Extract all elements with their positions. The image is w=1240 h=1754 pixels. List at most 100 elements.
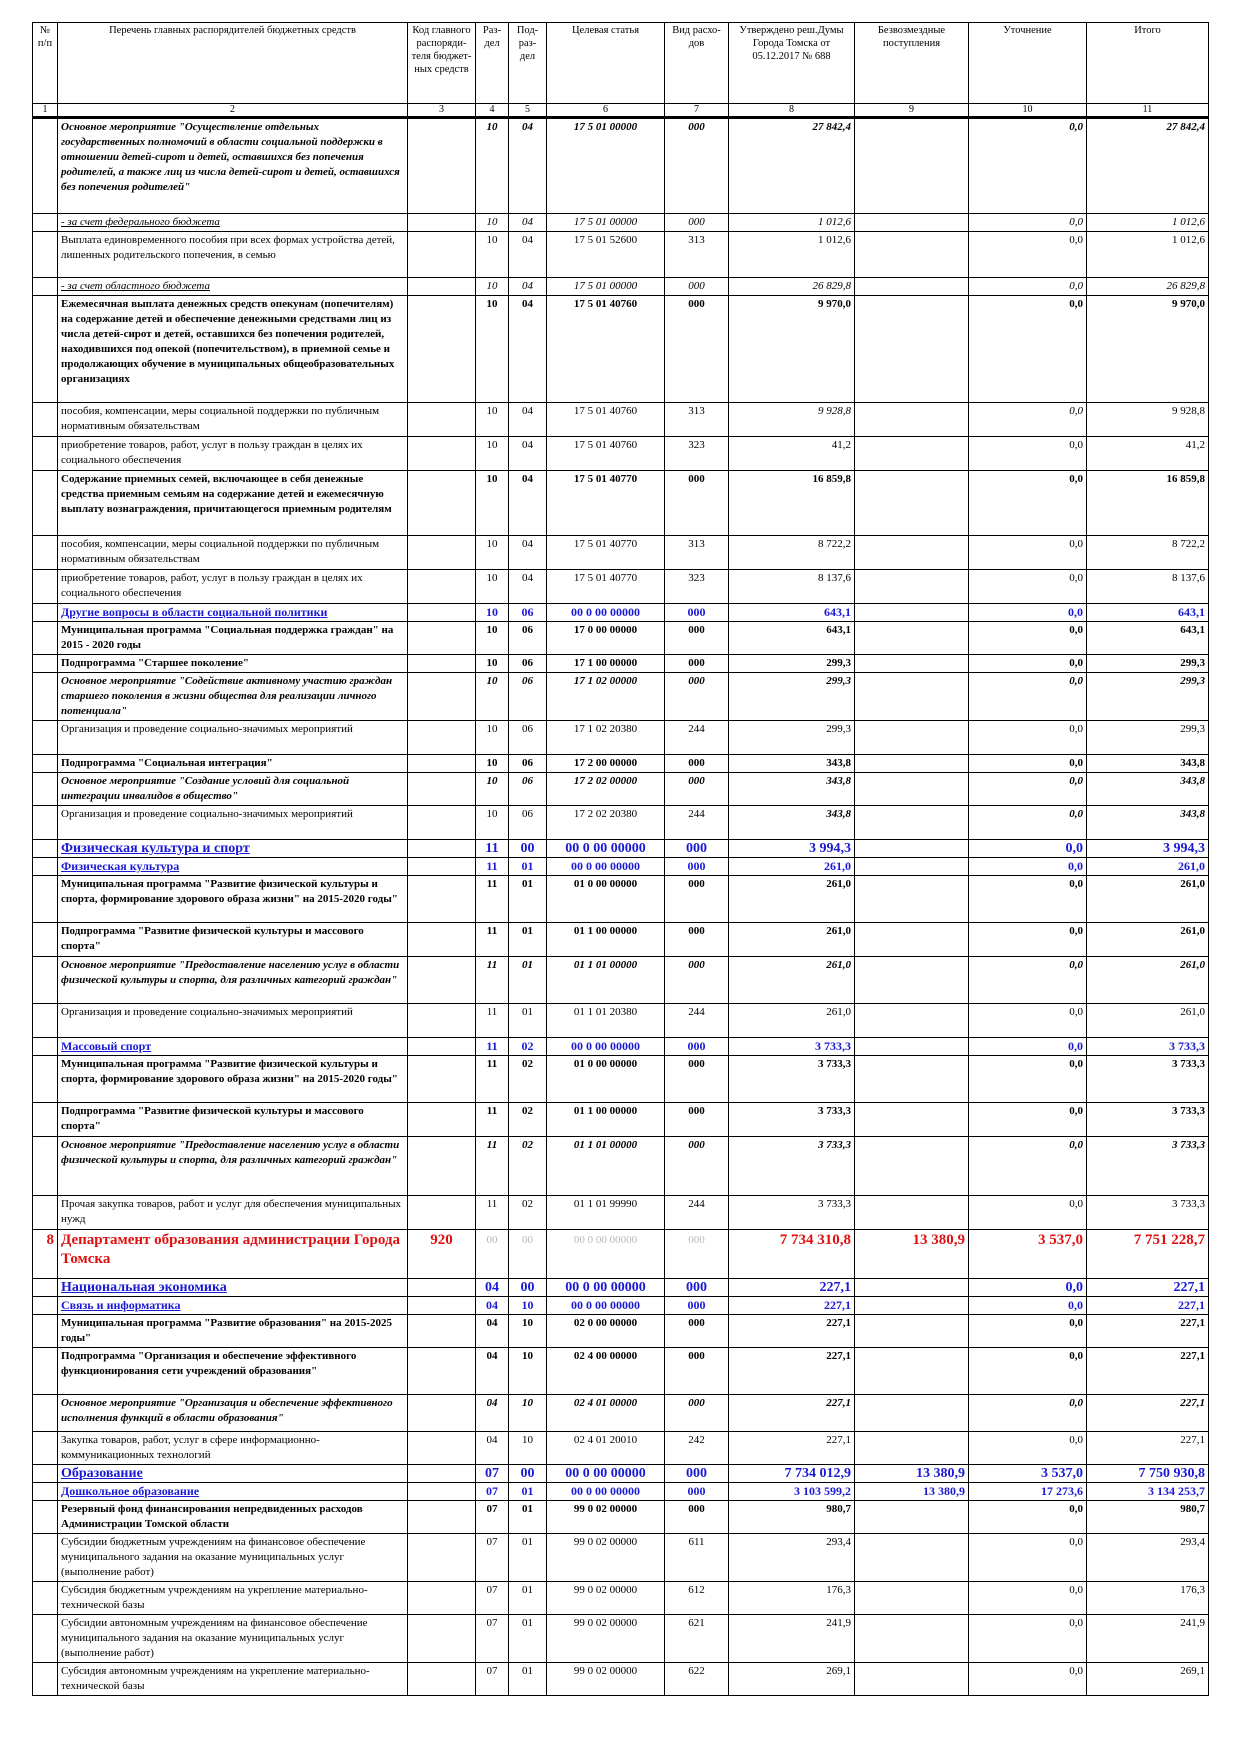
row-section-cell: 04: [475, 1296, 509, 1315]
row-expense-type-cell: 000: [664, 1037, 729, 1056]
row-gratis-cell: [854, 1055, 969, 1103]
row-section-cell: 04: [475, 1431, 509, 1465]
row-approved-cell: 299,3: [728, 672, 855, 721]
row-expense-type-cell: 000: [664, 1500, 729, 1534]
row-gratis-cell: [854, 535, 969, 570]
row-section-cell: 07: [475, 1614, 509, 1663]
row-number-cell: [32, 231, 58, 278]
row-name-cell: Организация и проведение социально-значи…: [57, 805, 408, 840]
row-name-cell: пособия, компенсации, меры социальной по…: [57, 535, 408, 570]
row-gratis-cell: [854, 277, 969, 296]
row-approved-cell: 343,8: [728, 805, 855, 840]
row-number-cell: [32, 117, 58, 214]
row-target-cell: 02 0 00 00000: [546, 1314, 665, 1348]
row-target-cell: 99 0 02 00000: [546, 1662, 665, 1696]
table-row: Субсидии бюджетным учреждениям на финанс…: [32, 1533, 1209, 1582]
row-gratis-cell: [854, 1314, 969, 1348]
row-section-cell: 07: [475, 1533, 509, 1582]
row-adjustment-cell: 0,0: [968, 277, 1087, 296]
row-adjustment-cell: 0,0: [968, 436, 1087, 471]
row-code-cell: [407, 922, 476, 957]
row-subsection-cell: 04: [508, 535, 547, 570]
row-code-cell: [407, 1102, 476, 1137]
row-gratis-cell: [854, 672, 969, 721]
row-gratis-cell: [854, 1003, 969, 1038]
row-name-cell: приобретение товаров, работ, услуг в пол…: [57, 569, 408, 604]
row-code-cell: [407, 754, 476, 773]
row-target-cell: 99 0 02 00000: [546, 1614, 665, 1663]
row-code-cell: [407, 231, 476, 278]
row-gratis-cell: [854, 956, 969, 1004]
row-expense-type-cell: 000: [664, 672, 729, 721]
row-adjustment-cell: 0,0: [968, 720, 1087, 755]
row-expense-type-cell: 244: [664, 1003, 729, 1038]
row-approved-cell: 227,1: [728, 1394, 855, 1432]
row-code-cell: [407, 569, 476, 604]
row-name-cell: Субсидии бюджетным учреждениям на финанс…: [57, 1533, 408, 1582]
row-gratis-cell: [854, 1102, 969, 1137]
row-expense-type-cell: 612: [664, 1581, 729, 1615]
row-name-cell: Физическая культура и спорт: [57, 839, 408, 858]
row-section-cell: 10: [475, 672, 509, 721]
row-number-cell: [32, 535, 58, 570]
row-code-cell: [407, 1003, 476, 1038]
row-subsection-cell: 04: [508, 295, 547, 403]
row-expense-type-cell: 000: [664, 956, 729, 1004]
row-subsection-cell: 00: [508, 839, 547, 858]
table-row: Организация и проведение социально-значи…: [32, 805, 1209, 840]
header-cell-adjustment: Уточнение: [968, 22, 1087, 104]
header-cell-expense-type: Вид расхо-дов: [664, 22, 729, 104]
row-expense-type-cell: 000: [664, 754, 729, 773]
row-target-cell: 17 5 01 40770: [546, 569, 665, 604]
row-total-cell: 3 733,3: [1086, 1102, 1209, 1137]
row-section-cell: 10: [475, 654, 509, 673]
row-adjustment-cell: 0,0: [968, 1533, 1087, 1582]
row-section-cell: 10: [475, 621, 509, 655]
row-name-cell: Национальная экономика: [57, 1278, 408, 1297]
row-expense-type-cell: 244: [664, 1195, 729, 1230]
row-total-cell: 8 137,6: [1086, 569, 1209, 604]
table-row: Субсидии автономным учреждениям на финан…: [32, 1614, 1209, 1663]
row-number-cell: [32, 1278, 58, 1297]
row-total-cell: 9 928,8: [1086, 402, 1209, 437]
row-total-cell: 3 733,3: [1086, 1055, 1209, 1103]
row-expense-type-cell: 000: [664, 1229, 729, 1279]
row-name-cell: Связь и информатика: [57, 1296, 408, 1315]
row-gratis-cell: [854, 1614, 969, 1663]
row-subsection-cell: 02: [508, 1037, 547, 1056]
row-expense-type-cell: 244: [664, 720, 729, 755]
row-target-cell: 02 4 01 20010: [546, 1431, 665, 1465]
row-expense-type-cell: 313: [664, 402, 729, 437]
row-code-cell: [407, 1278, 476, 1297]
row-total-cell: 343,8: [1086, 805, 1209, 840]
row-approved-cell: 7 734 012,9: [728, 1464, 855, 1483]
row-subsection-cell: 06: [508, 754, 547, 773]
row-section-cell: 07: [475, 1581, 509, 1615]
row-section-cell: 10: [475, 402, 509, 437]
row-target-cell: 17 5 01 40770: [546, 470, 665, 536]
row-approved-cell: 643,1: [728, 621, 855, 655]
row-adjustment-cell: 3 537,0: [968, 1229, 1087, 1279]
row-subsection-cell: 01: [508, 875, 547, 923]
row-approved-cell: 227,1: [728, 1314, 855, 1348]
row-approved-cell: 3 733,3: [728, 1055, 855, 1103]
column-number: 4: [475, 103, 509, 119]
row-adjustment-cell: 0,0: [968, 213, 1087, 232]
table-row: приобретение товаров, работ, услуг в пол…: [32, 569, 1209, 604]
row-number-cell: [32, 1037, 58, 1056]
row-approved-cell: 293,4: [728, 1533, 855, 1582]
row-number-cell: [32, 1662, 58, 1696]
row-name-cell: - за счет областного бюджета: [57, 277, 408, 296]
row-number-cell: [32, 603, 58, 622]
row-target-cell: 17 5 01 00000: [546, 213, 665, 232]
row-target-cell: 99 0 02 00000: [546, 1581, 665, 1615]
row-gratis-cell: [854, 1662, 969, 1696]
row-adjustment-cell: 0,0: [968, 621, 1087, 655]
row-subsection-cell: 01: [508, 1482, 547, 1501]
row-total-cell: 227,1: [1086, 1278, 1209, 1297]
row-name-cell: Муниципальная программа "Социальная подд…: [57, 621, 408, 655]
row-gratis-cell: [854, 1136, 969, 1196]
row-gratis-cell: [854, 117, 969, 214]
row-approved-cell: 261,0: [728, 1003, 855, 1038]
table-row: Образование 07 00 00 0 00 00000 000 7 734 012…: [32, 1464, 1209, 1483]
